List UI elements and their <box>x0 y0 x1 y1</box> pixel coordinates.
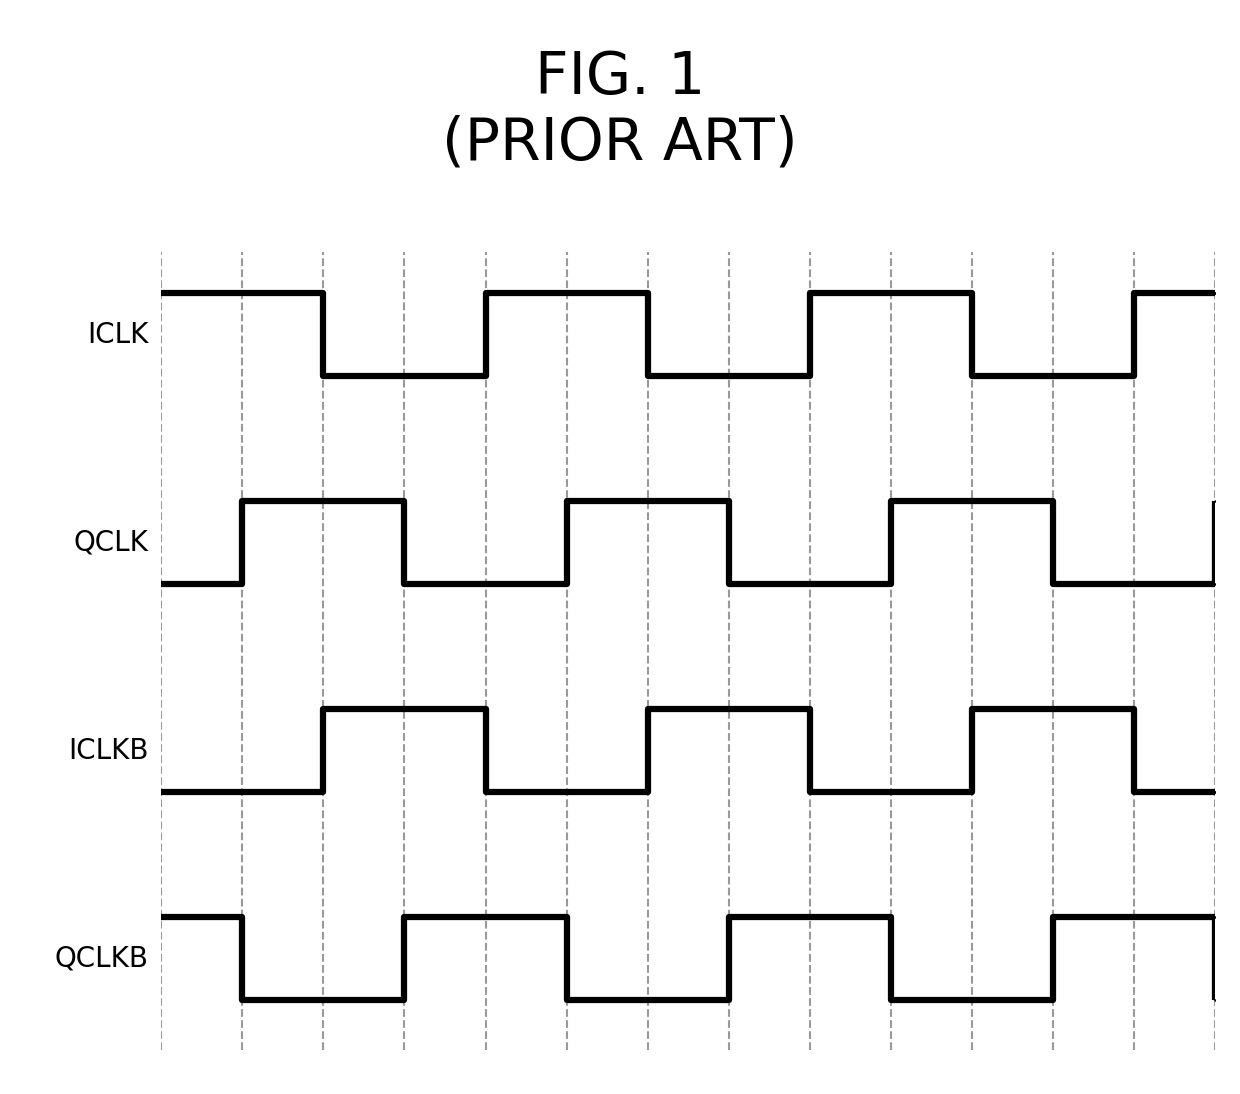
Text: FIG. 1: FIG. 1 <box>534 49 706 106</box>
Text: QCLKB: QCLKB <box>55 945 149 973</box>
Text: ICLK: ICLK <box>88 321 149 349</box>
Text: QCLK: QCLK <box>74 528 149 557</box>
Text: (PRIOR ART): (PRIOR ART) <box>443 115 797 172</box>
Text: ICLKB: ICLKB <box>68 736 149 765</box>
